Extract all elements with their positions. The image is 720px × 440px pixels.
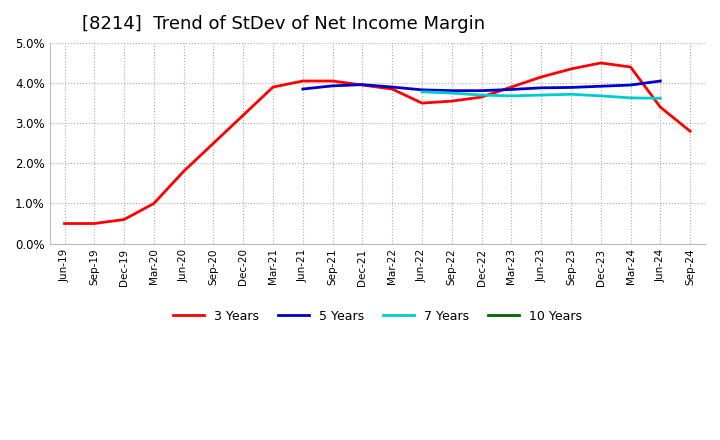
3 Years	[358, 82, 366, 88]
5 Years	[626, 82, 635, 88]
5 Years	[537, 85, 546, 91]
3 Years	[477, 95, 486, 100]
3 Years	[388, 86, 397, 92]
7 Years	[418, 89, 426, 95]
7 Years	[626, 95, 635, 100]
Text: [8214]  Trend of StDev of Net Income Margin: [8214] Trend of StDev of Net Income Marg…	[82, 15, 485, 33]
5 Years	[477, 88, 486, 93]
3 Years	[120, 217, 128, 222]
5 Years	[567, 85, 575, 90]
3 Years	[537, 74, 546, 80]
3 Years	[269, 84, 277, 90]
5 Years	[507, 87, 516, 92]
3 Years	[567, 66, 575, 72]
3 Years	[447, 99, 456, 104]
Line: 5 Years: 5 Years	[303, 81, 660, 91]
5 Years	[596, 84, 605, 89]
3 Years	[626, 64, 635, 70]
7 Years	[447, 91, 456, 96]
5 Years	[358, 82, 366, 87]
7 Years	[537, 92, 546, 98]
3 Years	[328, 78, 337, 84]
Legend: 3 Years, 5 Years, 7 Years, 10 Years: 3 Years, 5 Years, 7 Years, 10 Years	[168, 304, 587, 328]
3 Years	[418, 100, 426, 106]
3 Years	[90, 221, 99, 226]
5 Years	[299, 86, 307, 92]
Line: 3 Years: 3 Years	[65, 63, 690, 224]
3 Years	[179, 169, 188, 174]
3 Years	[656, 104, 665, 110]
3 Years	[239, 113, 248, 118]
7 Years	[656, 95, 665, 101]
3 Years	[60, 221, 69, 226]
3 Years	[507, 84, 516, 90]
7 Years	[567, 92, 575, 97]
5 Years	[656, 78, 665, 84]
3 Years	[299, 78, 307, 84]
7 Years	[596, 93, 605, 99]
5 Years	[328, 83, 337, 88]
7 Years	[507, 93, 516, 99]
5 Years	[418, 87, 426, 92]
3 Years	[209, 141, 217, 146]
5 Years	[447, 88, 456, 93]
3 Years	[685, 128, 694, 134]
5 Years	[388, 84, 397, 90]
Line: 7 Years: 7 Years	[422, 92, 660, 98]
7 Years	[477, 92, 486, 98]
3 Years	[596, 60, 605, 66]
3 Years	[150, 201, 158, 206]
